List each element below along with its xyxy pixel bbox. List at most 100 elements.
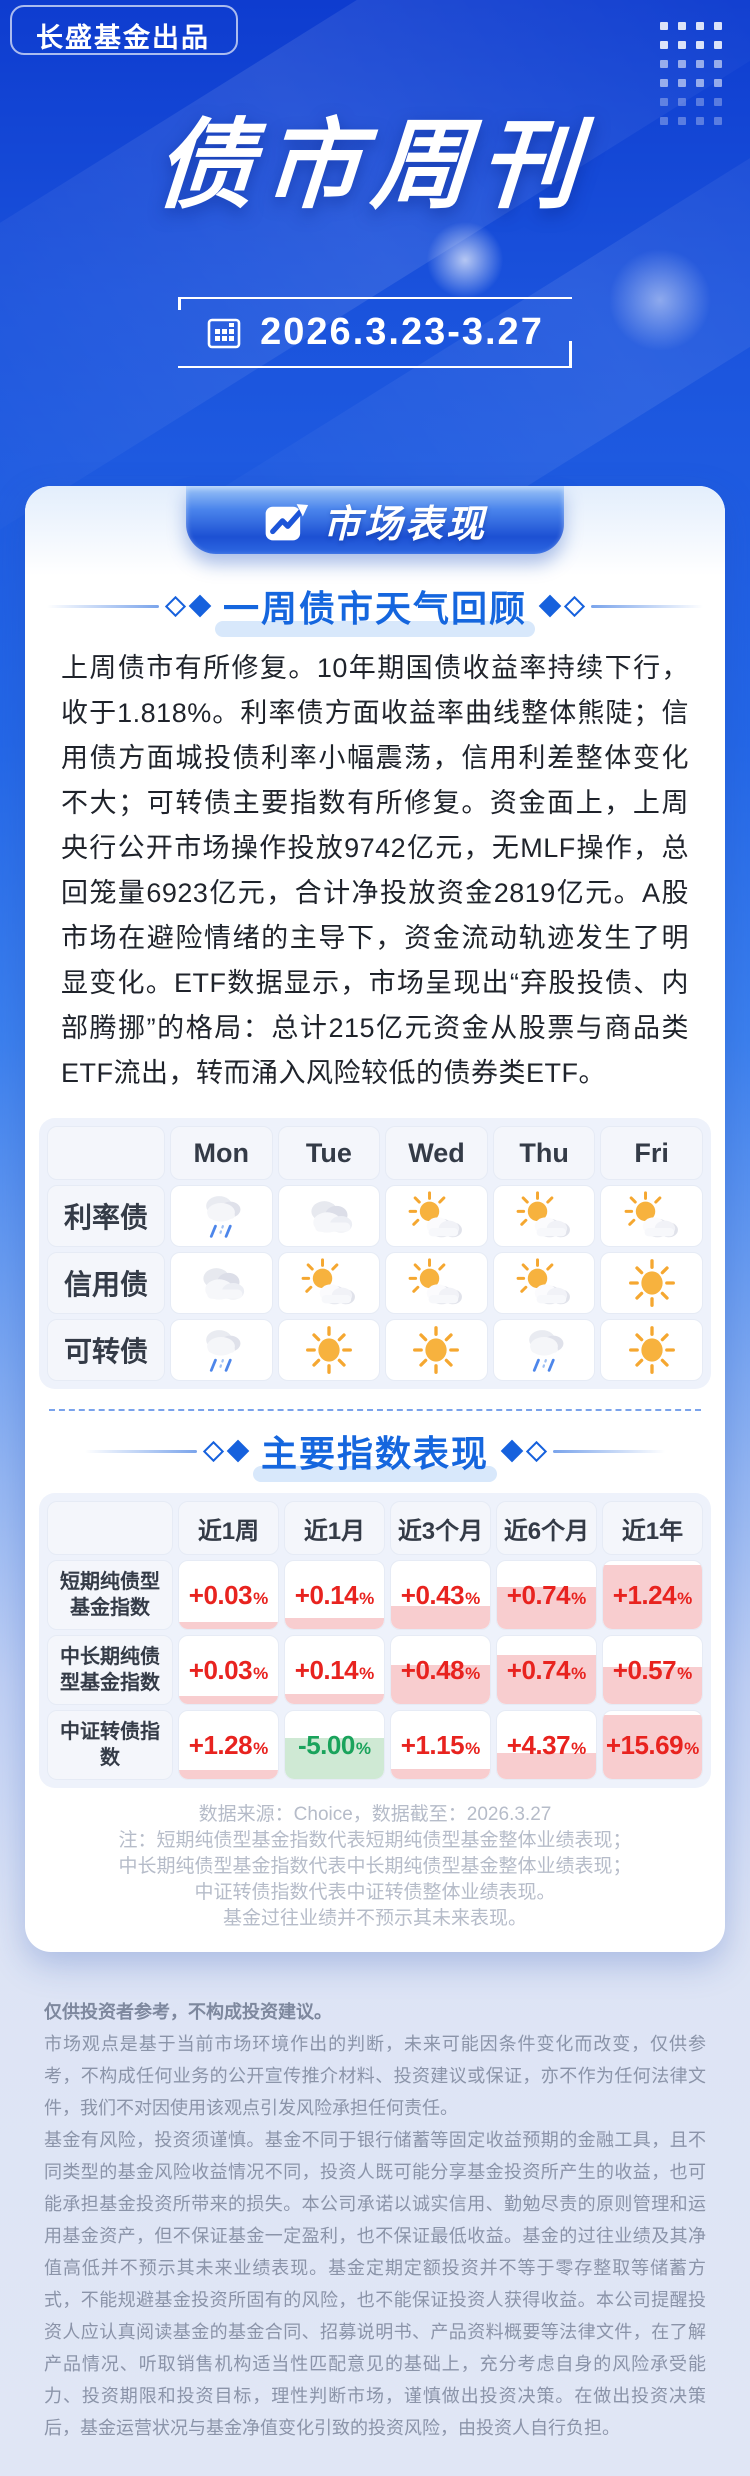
day-header: Fri (600, 1126, 703, 1180)
period-header: 近1周 (178, 1501, 279, 1555)
index-row-label: 中长期纯债型基金指数 (47, 1635, 173, 1705)
index-row-label: 短期纯债型基金指数 (47, 1560, 173, 1630)
perf-value: +0.03% (188, 1654, 269, 1685)
day-header: Thu (492, 1126, 596, 1180)
perf-value: +0.57% (612, 1654, 693, 1685)
footnote: 注：短期纯债型基金指数代表短期纯债型基金整体业绩表现； (118, 1830, 632, 1851)
weather-icon (299, 1191, 359, 1241)
weather-icon (406, 1258, 466, 1308)
fill-bar (391, 1769, 490, 1779)
decor-line (553, 1449, 665, 1453)
fill-bar (497, 1655, 596, 1704)
weather-icon (406, 1325, 466, 1375)
row-label: 利率债 (47, 1185, 165, 1247)
perf-value: +0.14% (294, 1654, 375, 1685)
calendar-icon (207, 318, 241, 348)
perf-cell: +0.03% (178, 1635, 279, 1705)
weather-icon (406, 1191, 466, 1241)
weather-cell (277, 1252, 381, 1314)
light-flare (600, 240, 720, 360)
fill-bar (179, 1770, 278, 1779)
row-label: 可转债 (47, 1319, 165, 1381)
perf-value: +0.03% (188, 1579, 269, 1610)
section-title: 一周债市天气回顾 (214, 580, 536, 637)
weather-icon (622, 1258, 682, 1308)
perf-cell: +1.28% (178, 1710, 279, 1780)
diamond-outline-icon (202, 1440, 225, 1462)
perf-cell: +0.74% (496, 1560, 597, 1630)
row-label: 信用债 (47, 1252, 165, 1314)
perf-cell: +0.03% (178, 1560, 279, 1630)
perf-cell: +1.24% (602, 1560, 703, 1630)
disclaimer-title: 仅供投资者参考，不构成投资建议。 (44, 2002, 332, 2022)
market-card: 市场表现 一周债市天气回顾 上周债市有所修复。10年期国债收益率持续下行，收于1… (25, 486, 725, 1952)
weather-cell (600, 1319, 703, 1381)
market-performance-badge: 市场表现 (186, 486, 564, 554)
diamond-filled-icon (538, 594, 562, 618)
dashed-divider (49, 1409, 701, 1411)
fill-bar (603, 1565, 702, 1629)
disclaimer-paragraph: 市场观点是基于当前市场环境作出的判断，未来可能因条件变化而改变，仅供参考，不构成… (44, 2034, 706, 2118)
footnote: 基金过往业绩并不预示其未来表现。 (222, 1908, 527, 1929)
fill-bar (285, 1618, 384, 1629)
perf-cell: +0.74% (496, 1635, 597, 1705)
weather-cell (492, 1185, 596, 1247)
perf-cell: +1.15% (390, 1710, 491, 1780)
date-range: 2026.3.23-3.27 (178, 297, 572, 368)
perf-cell: +0.14% (284, 1560, 385, 1630)
perf-cell: +0.48% (390, 1635, 491, 1705)
diamond-outline-icon (525, 1440, 548, 1462)
weather-icon (299, 1258, 359, 1308)
day-header: Mon (170, 1126, 273, 1180)
index-row-label: 中证转债指数 (47, 1710, 173, 1780)
weather-cell (600, 1252, 703, 1314)
diamond-outline-icon (563, 595, 586, 617)
date-text: 2026.3.23-3.27 (260, 311, 544, 353)
diamond-filled-icon (500, 1439, 524, 1463)
perf-value: +0.14% (294, 1579, 375, 1610)
weather-icon (191, 1325, 251, 1375)
footnote: 中证转债指数代表中证转债整体业绩表现。 (194, 1882, 556, 1903)
decor-line (591, 604, 703, 608)
perf-cell: +15.69% (602, 1710, 703, 1780)
perf-cell: +0.43% (390, 1560, 491, 1630)
index-performance-table: 近1周 近1月 近3个月 近6个月 近1年 短期纯债型基金指数 +0.03% +… (39, 1493, 711, 1788)
section-heading-weather: 一周债市天气回顾 (25, 580, 725, 637)
weather-icon (514, 1258, 574, 1308)
weather-icon (191, 1191, 251, 1241)
decor-line (84, 1449, 197, 1453)
perf-value: +0.43% (400, 1579, 481, 1610)
weather-cell (170, 1319, 273, 1381)
diamond-filled-icon (188, 594, 212, 618)
perf-value: +0.74% (506, 1654, 587, 1685)
period-header: 近1年 (602, 1501, 703, 1555)
dot-grid-decoration (660, 22, 722, 125)
weekly-review-paragraph: 上周债市有所修复。10年期国债收益率持续下行，收于1.818%。利率债方面收益率… (61, 653, 689, 1088)
perf-value: -5.00% (298, 1729, 371, 1760)
weather-icon (622, 1325, 682, 1375)
disclaimer: 仅供投资者参考，不构成投资建议。 市场观点是基于当前市场环境作出的判断，未来可能… (44, 1996, 706, 2444)
corner-cell (47, 1126, 165, 1180)
period-header: 近1月 (284, 1501, 385, 1555)
decor-line (46, 604, 159, 608)
brand-badge: 长盛基金出品 (10, 5, 238, 55)
fill-bar (391, 1605, 490, 1629)
diamond-filled-icon (226, 1439, 250, 1463)
frame-tick (569, 341, 572, 366)
fill-bar (179, 1695, 278, 1704)
perf-value: +1.15% (400, 1729, 481, 1760)
badge-label: 市场表现 (322, 503, 487, 546)
section-heading-index: 主要指数表现 (25, 1425, 725, 1482)
perf-value: +15.69% (605, 1729, 700, 1760)
weather-cell (170, 1185, 273, 1247)
weather-cell (492, 1252, 596, 1314)
perf-cell: -5.00% (284, 1710, 385, 1780)
fill-bar (285, 1738, 384, 1779)
trend-chart-icon (265, 504, 309, 541)
fill-bar (603, 1715, 702, 1779)
fill-bar (497, 1586, 596, 1629)
data-source-note: 数据来源：Choice，数据截至：2026.3.27 (198, 1804, 552, 1825)
weather-cell (600, 1185, 703, 1247)
perf-value: +1.28% (188, 1729, 269, 1760)
